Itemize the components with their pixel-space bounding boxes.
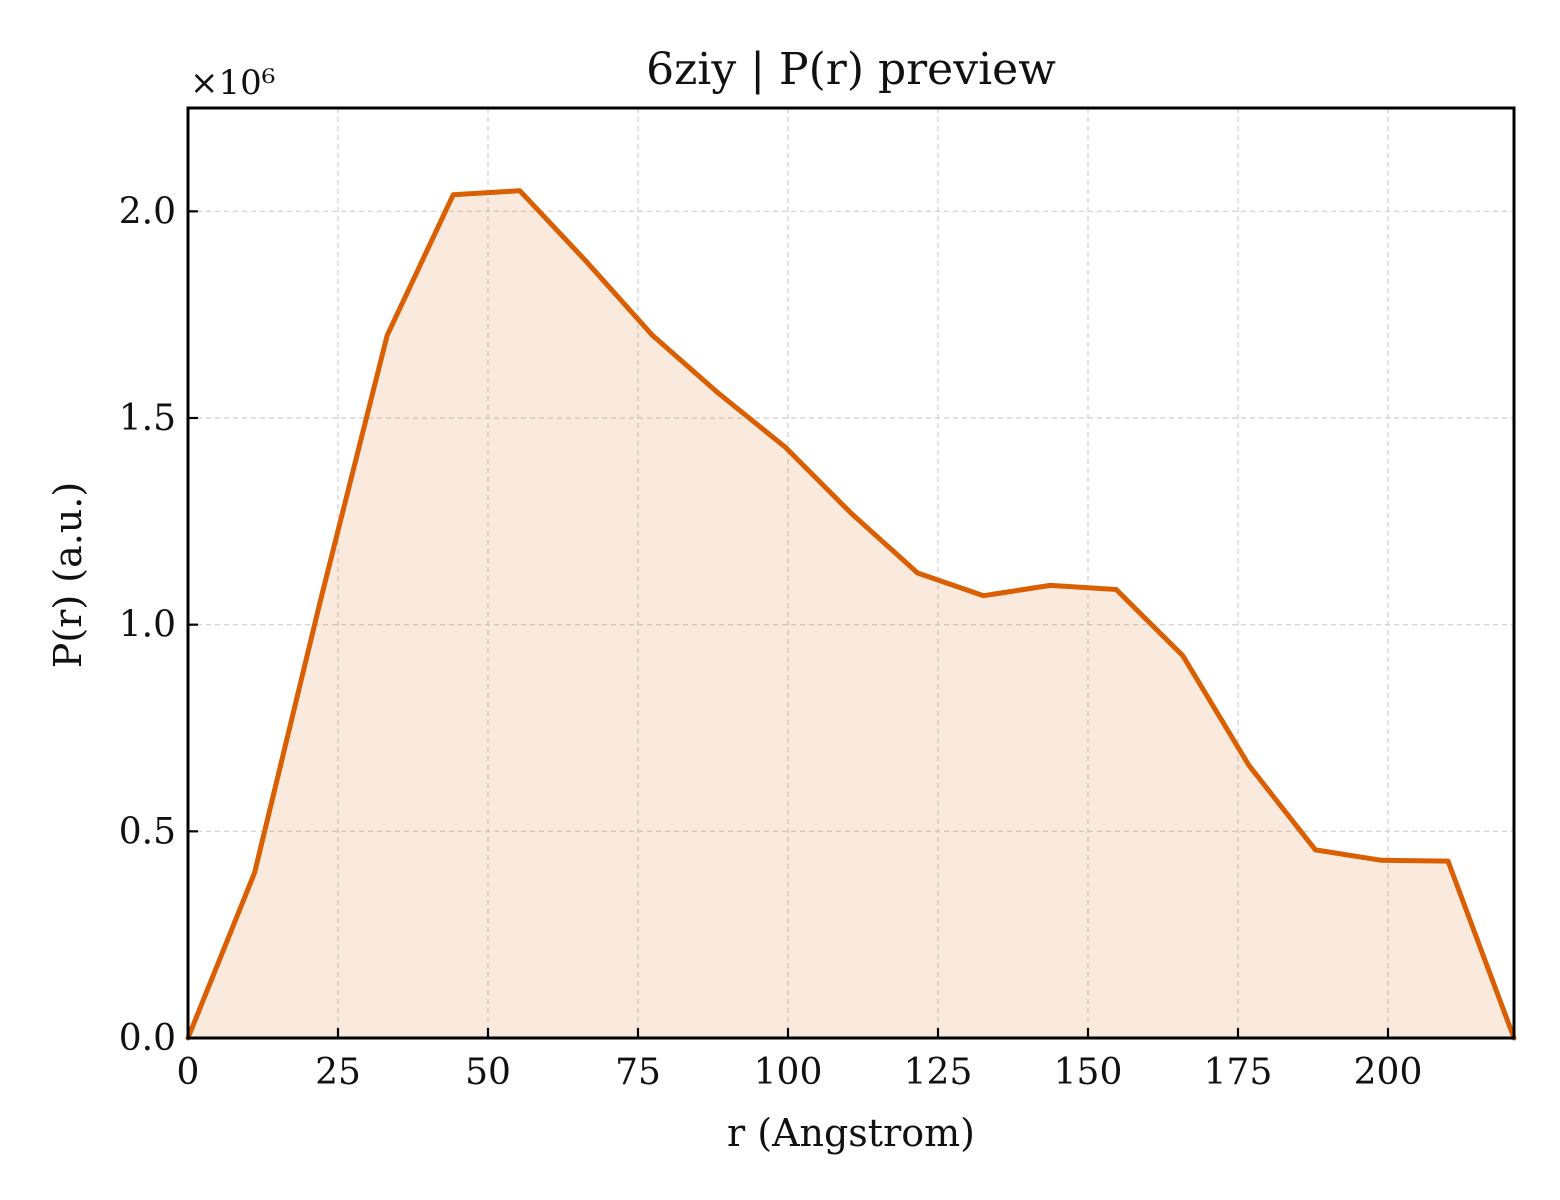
x-tick-label: 50 [465, 1052, 511, 1093]
plot-frame [186, 106, 1516, 1040]
pr-series-line [185, 188, 1517, 1041]
x-tick-label: 175 [1204, 1052, 1273, 1093]
x-tick-label: 75 [615, 1052, 661, 1093]
x-tick-label: 0 [177, 1052, 200, 1093]
x-axis-label: r (Angstrom) [727, 1111, 975, 1155]
y-axis-multiplier: ×10⁶ [190, 63, 275, 103]
y-axis-label: P(r) (a.u.) [46, 482, 90, 668]
axis-ticks: 0 25 50 75 100 125 150 175 200 0.0 0.5 1.0 1.5 2.0 [119, 191, 1423, 1093]
series-layer [185, 188, 1517, 1041]
chart-title: 6ziy | P(r) preview [646, 44, 1056, 95]
y-tick-label: 0.0 [119, 1018, 176, 1059]
pr-area-fill [188, 190, 1514, 1038]
x-tick-label: 125 [904, 1052, 973, 1093]
x-tick-label: 200 [1354, 1052, 1423, 1093]
grid [188, 108, 1514, 1038]
x-tick-label: 25 [315, 1052, 361, 1093]
y-tick-label: 2.0 [119, 191, 176, 232]
x-tick-label: 100 [754, 1052, 823, 1093]
x-tick-label: 150 [1054, 1052, 1123, 1093]
y-tick-label: 0.5 [119, 811, 176, 852]
y-tick-label: 1.0 [119, 605, 176, 646]
y-tick-label: 1.5 [119, 398, 176, 439]
